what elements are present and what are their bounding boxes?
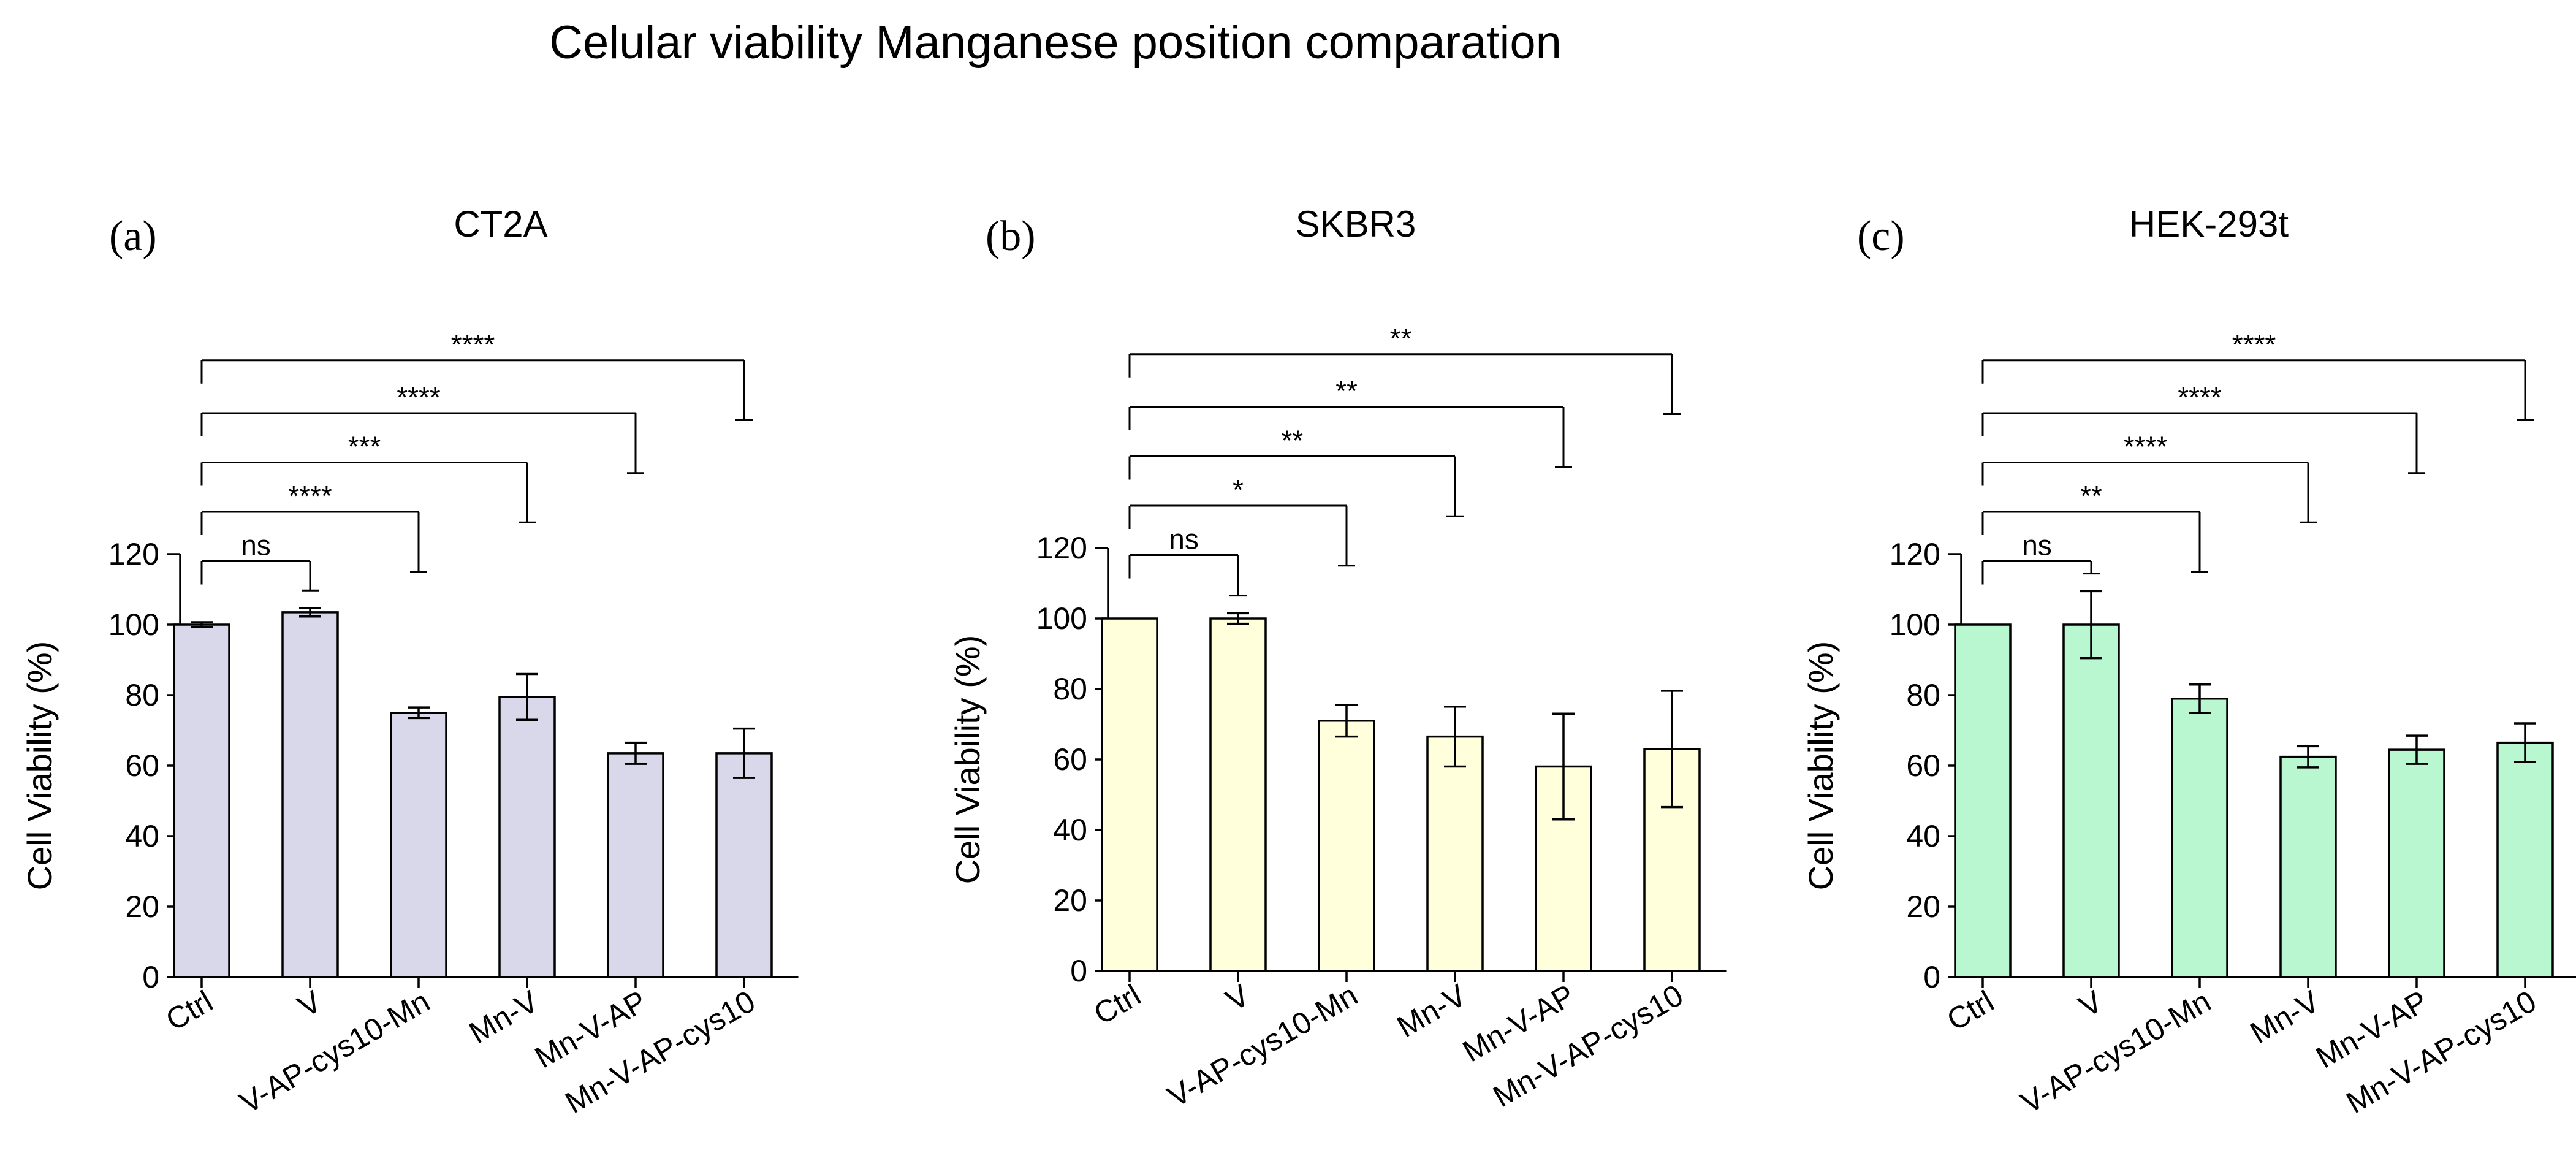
y-tick-label: 60 [1053, 742, 1087, 777]
x-tick-label: Mn-V-AP-cys10 [1487, 978, 1689, 1114]
bar [1318, 720, 1375, 972]
significance-label: ** [2080, 480, 2102, 512]
x-tick-label: Ctrl [160, 984, 218, 1037]
x-tick-label: V [2073, 984, 2108, 1024]
y-tick-label: 60 [1906, 748, 1940, 783]
x-tick-label: Mn-V [1391, 978, 1472, 1045]
y-tick-label: 40 [1906, 819, 1940, 853]
panel-label: (a) [109, 213, 157, 260]
y-tick-label: 80 [1053, 672, 1087, 706]
y-tick-label: 20 [1053, 883, 1087, 918]
bar [173, 623, 230, 978]
significance-label: ns [2022, 530, 2052, 561]
bar [2279, 755, 2337, 978]
significance-label: **** [451, 329, 495, 360]
significance-label: **** [2178, 381, 2222, 413]
chart-panel-1: (a) CT2A 0 20 40 60 80 100 120 Cell Viability (%)… [20, 204, 799, 1120]
y-tick-label: 80 [125, 678, 159, 712]
x-tick-label: Ctrl [1941, 984, 1999, 1037]
bar [2171, 698, 2228, 978]
x-tick-label: V [292, 984, 327, 1024]
significance-label: ** [1282, 425, 1304, 457]
significance-label: **** [2124, 431, 2168, 463]
bar [1426, 735, 1484, 972]
y-axis-label: Cell Viability (%) [1801, 641, 1840, 891]
x-tick-label: Mn-V [463, 984, 544, 1051]
bar [607, 752, 664, 978]
y-tick-label: 20 [1906, 889, 1940, 924]
figure-title: Celular viability Manganese position com… [549, 17, 1562, 69]
bar [2388, 748, 2445, 978]
panel-label: (b) [986, 213, 1036, 260]
y-tick-label: 80 [1906, 678, 1940, 712]
x-tick-label: Mn-V [2244, 984, 2325, 1051]
x-tick-label: Mn-V-AP-cys10 [2341, 984, 2542, 1120]
y-tick-label: 0 [1070, 954, 1087, 988]
panel-title: CT2A [454, 204, 547, 245]
significance-label: ** [1335, 375, 1358, 407]
bar [1954, 623, 2012, 978]
y-axis-label: Cell Viability (%) [20, 641, 59, 891]
y-tick-label: 100 [1036, 601, 1087, 636]
bar [2496, 741, 2554, 978]
chart-panel-2: (b) SKBR3 0 20 40 60 80 100 120 Cell Viability (%… [948, 204, 1727, 1114]
significance-label: **** [397, 381, 441, 413]
significance-label: ** [1390, 322, 1412, 354]
y-axis-label: Cell Viability (%) [948, 635, 987, 885]
y-tick-label: 60 [125, 748, 159, 783]
y-tick-label: 120 [1036, 531, 1087, 565]
chart-panels: (a) CT2A 0 20 40 60 80 100 120 Cell Viability (%)… [20, 204, 2576, 1120]
x-tick-label: Mn-V-AP-cys10 [560, 984, 761, 1120]
bar [390, 712, 447, 978]
x-tick-label: V-AP-cys10-Mn [234, 984, 436, 1120]
panel-label: (c) [1857, 213, 1905, 260]
x-tick-label: V-AP-cys10-Mn [1162, 978, 1364, 1114]
y-tick-label: 100 [108, 607, 159, 642]
bar [1101, 617, 1158, 972]
bar [1209, 617, 1267, 972]
bar [715, 752, 773, 978]
panel-title: HEK-293t [2129, 204, 2289, 245]
bar [281, 611, 339, 978]
panel-title: SKBR3 [1296, 204, 1416, 245]
y-tick-label: 120 [108, 537, 159, 571]
y-tick-label: 40 [1053, 813, 1087, 847]
y-tick-label: 40 [125, 819, 159, 853]
y-tick-label: 120 [1890, 537, 1940, 571]
significance-label: ns [241, 530, 271, 561]
x-tick-label: V [1220, 978, 1255, 1018]
y-tick-label: 0 [142, 960, 159, 994]
bar [498, 696, 556, 978]
bar [2062, 623, 2120, 978]
significance-label: **** [2232, 329, 2276, 360]
significance-label: **** [288, 480, 332, 512]
y-tick-label: 20 [125, 889, 159, 924]
y-tick-label: 0 [1923, 960, 1940, 994]
significance-label: * [1233, 474, 1244, 506]
y-tick-label: 100 [1890, 607, 1940, 642]
significance-label: *** [348, 431, 381, 463]
chart-panel-3: (c) HEK-293t 0 20 40 60 80 100 120 Cell Viability… [1801, 204, 2576, 1120]
significance-label: ns [1169, 523, 1199, 555]
x-tick-label: Ctrl [1088, 978, 1146, 1031]
x-tick-label: V-AP-cys10-Mn [2015, 984, 2217, 1120]
